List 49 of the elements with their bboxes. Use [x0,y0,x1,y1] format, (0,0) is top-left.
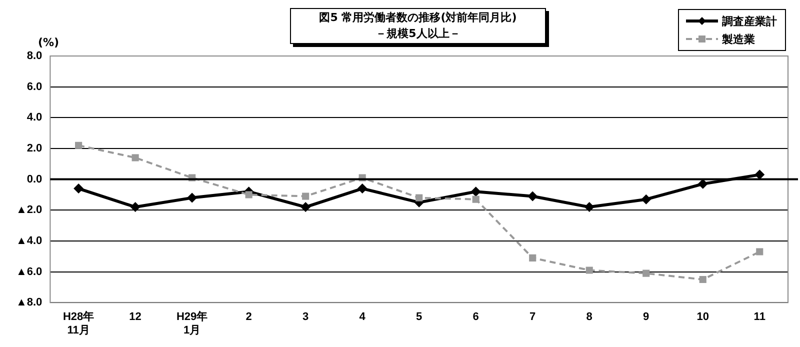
legend-label: 調査産業計 [722,14,777,28]
point [756,248,764,256]
point [302,192,310,200]
y-tick-label: ▲4.0 [16,234,42,247]
point [642,270,650,277]
legend-label: 製造業 [722,32,755,46]
x-tick-label: 6 [472,311,479,324]
x-tick-label: 2 [246,311,252,324]
y-tick-label: ▲2.0 [16,204,42,216]
point [300,202,311,212]
x-tick-label: 12 [129,311,142,324]
point [586,266,593,274]
y-tick-label: ▲6.0 [16,266,42,278]
point [699,276,706,284]
x-tick-label: H29年 1月 [176,310,208,336]
point [74,184,84,194]
x-tick-label: H28年 11月 [62,310,94,336]
y-tick-label: 8.0 [26,50,42,62]
x-tick-label: 5 [416,311,422,324]
x-tick-label: 8 [586,311,592,324]
point [641,194,652,204]
y-axis-title: (%) [38,36,60,49]
point [754,170,765,180]
point [245,191,252,198]
point [529,254,536,262]
y-tick-label: 0.0 [26,173,42,186]
point [698,178,708,189]
point [470,186,481,197]
y-tick-label: 2.0 [26,142,42,155]
point [75,142,82,149]
x-tick-label: 7 [530,311,536,324]
x-tick-label: 11 [754,311,766,324]
y-tick-label: 4.0 [26,112,42,124]
point [584,202,594,212]
point [130,202,140,212]
point [528,191,538,202]
chart-title: 図5 常用労働者数の推移(対前年同月比) [318,10,518,26]
x-tick-label: 10 [696,311,709,324]
point [472,196,480,203]
x-tick-label: 9 [643,311,650,324]
point [132,154,139,162]
y-tick-label: 6.0 [26,80,42,93]
point [416,194,423,202]
y-tick-label: ▲8.0 [16,296,42,309]
point [187,192,198,203]
chart-subtitle: －規模5人以上－ [374,26,462,42]
x-tick-label: 3 [302,311,309,324]
x-tick-label: 4 [359,311,366,324]
point [357,184,368,194]
